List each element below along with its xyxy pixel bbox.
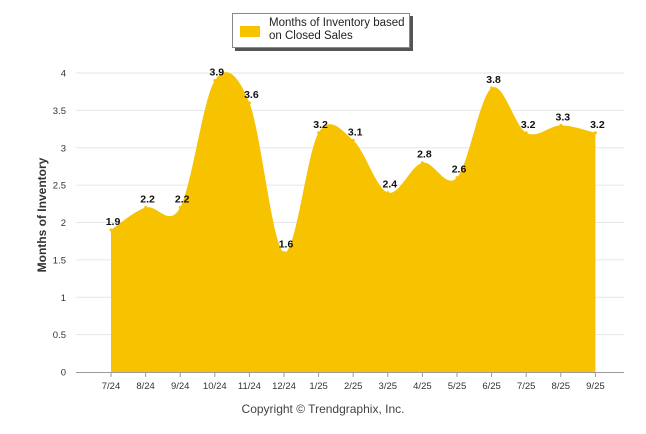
- data-label: 1.9: [106, 216, 121, 228]
- data-label: 2.4: [382, 179, 397, 191]
- data-label: 3.6: [244, 89, 259, 101]
- x-tick-label: 12/24: [272, 381, 296, 392]
- data-label: 3.9: [209, 66, 224, 78]
- data-point: [144, 206, 148, 210]
- data-label: 2.6: [452, 164, 467, 176]
- series-area: [111, 72, 596, 373]
- y-tick-label: 1.5: [53, 255, 66, 266]
- y-tick-label: 2.5: [53, 181, 66, 192]
- y-tick-label: 3.5: [53, 106, 66, 117]
- x-tick-label: 9/25: [586, 381, 605, 392]
- x-tick-label: 4/25: [413, 381, 432, 392]
- data-label: 2.2: [140, 194, 155, 206]
- data-point: [213, 78, 217, 82]
- legend-label: Months of Inventory based on Closed Sale…: [269, 17, 405, 42]
- data-label: 3.8: [486, 74, 501, 86]
- data-point: [386, 191, 390, 195]
- data-labels: 1.9 2.2 2.2 3.9 3.6 1.6 3.2 3.1 2.4 2.8 2.6 3.8 3.2 3…: [106, 66, 605, 254]
- x-tick-label: 7/24: [102, 381, 121, 392]
- data-point: [593, 131, 597, 135]
- y-tick-label: 4: [61, 69, 66, 80]
- x-tick-label: 5/25: [448, 381, 467, 392]
- y-axis-title: Months of Inventory: [35, 157, 49, 273]
- data-point: [247, 101, 251, 105]
- x-tick-label: 8/25: [552, 381, 571, 392]
- x-axis-ticks: 7/24 8/24 9/24 10/24 11/24 12/24 1/25 2/25 3/25 4…: [102, 373, 605, 392]
- data-point: [282, 250, 286, 254]
- data-label: 3.2: [313, 119, 328, 131]
- data-point: [351, 138, 355, 142]
- data-point: [178, 206, 182, 210]
- x-tick-label: 3/25: [379, 381, 398, 392]
- y-tick-label: 0.5: [53, 330, 66, 341]
- data-point: [420, 161, 424, 165]
- y-tick-label: 3: [61, 143, 66, 154]
- x-tick-label: 8/24: [136, 381, 155, 392]
- data-point: [317, 131, 321, 135]
- y-axis-ticks: 0 0.5 1 1.5 2 2.5 3 3.5 4: [53, 69, 66, 379]
- y-tick-label: 2: [61, 218, 66, 229]
- data-point: [109, 228, 113, 232]
- x-tick-label: 1/25: [309, 381, 328, 392]
- copyright-text: Copyright © Trendgraphix, Inc.: [241, 402, 405, 416]
- data-label: 1.6: [279, 238, 294, 250]
- data-label: 3.3: [555, 111, 570, 123]
- x-tick-label: 2/25: [344, 381, 363, 392]
- data-label: 2.8: [417, 149, 432, 161]
- data-label: 3.2: [590, 119, 605, 131]
- data-label: 3.1: [348, 126, 363, 138]
- legend: Months of Inventory based on Closed Sale…: [232, 13, 410, 48]
- x-tick-label: 6/25: [482, 381, 501, 392]
- y-tick-label: 1: [61, 293, 66, 304]
- x-tick-label: 11/24: [238, 381, 261, 392]
- x-tick-label: 7/25: [517, 381, 536, 392]
- data-label: 3.2: [521, 119, 536, 131]
- legend-swatch: [240, 26, 260, 37]
- data-point: [455, 176, 459, 180]
- data-point: [490, 86, 494, 90]
- y-tick-label: 0: [61, 368, 66, 379]
- x-tick-label: 9/24: [171, 381, 190, 392]
- data-label: 2.2: [175, 194, 190, 206]
- data-point: [524, 131, 528, 135]
- x-tick-label: 10/24: [203, 381, 227, 392]
- data-point: [559, 123, 563, 127]
